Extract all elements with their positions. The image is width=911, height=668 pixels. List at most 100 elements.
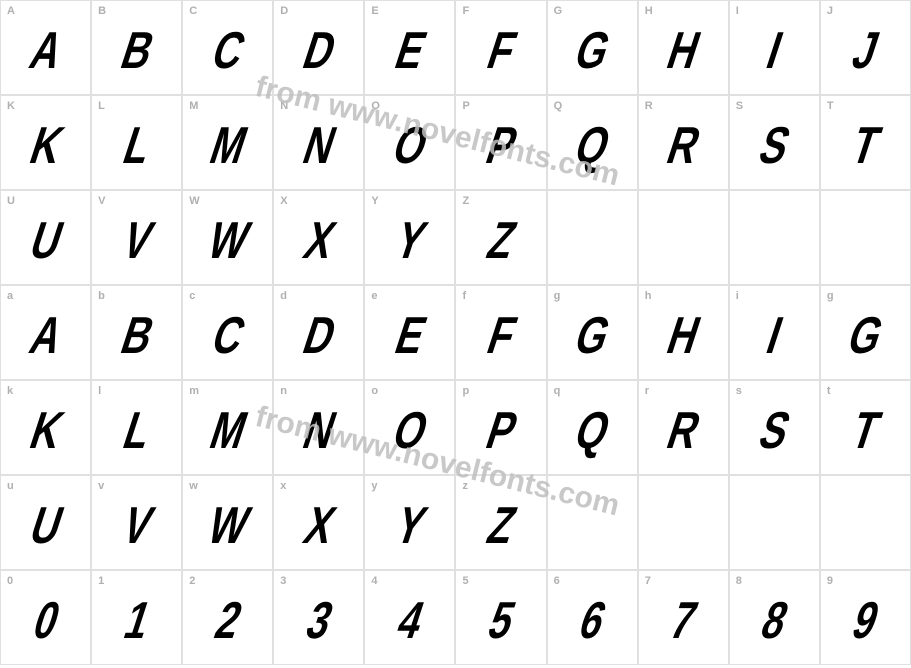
glyph-cell (820, 475, 911, 570)
glyph-cell: VV (91, 190, 182, 285)
glyph: 7 (663, 591, 703, 651)
glyph: K (22, 116, 68, 176)
glyph: M (202, 116, 252, 176)
glyph-cell: BB (91, 0, 182, 95)
glyph: X (297, 496, 341, 556)
glyph: L (116, 401, 158, 461)
glyph-cell: kK (0, 380, 91, 475)
cell-label: l (98, 385, 101, 397)
glyph-cell: NN (273, 95, 364, 190)
glyph: Y (388, 211, 432, 271)
glyph-cell: II (729, 0, 820, 95)
cell-label: w (189, 480, 198, 492)
glyph-cell: qQ (547, 380, 638, 475)
cell-label: T (827, 100, 834, 112)
glyph-cell: 99 (820, 570, 911, 665)
cell-label: x (280, 480, 286, 492)
glyph: O (386, 401, 434, 461)
cell-label: 3 (280, 575, 286, 587)
cell-label: D (280, 5, 288, 17)
glyph: O (386, 116, 434, 176)
cell-label: y (371, 480, 377, 492)
glyph-cell: RR (638, 95, 729, 190)
glyph: 2 (208, 591, 248, 651)
glyph: Y (388, 496, 432, 556)
cell-label: L (98, 100, 105, 112)
glyph-cell: hH (638, 285, 729, 380)
cell-label: k (7, 385, 13, 397)
glyph-cell: YY (364, 190, 455, 285)
glyph-cell: yY (364, 475, 455, 570)
glyph-cell: PP (455, 95, 546, 190)
cell-label: P (462, 100, 469, 112)
glyph-cell: bB (91, 285, 182, 380)
glyph: H (660, 306, 706, 366)
glyph: 5 (481, 591, 521, 651)
glyph: C (205, 21, 251, 81)
glyph: Z (480, 211, 522, 271)
glyph-cell: KK (0, 95, 91, 190)
glyph-cell: xX (273, 475, 364, 570)
glyph: G (841, 306, 889, 366)
glyph: Z (480, 496, 522, 556)
glyph: T (845, 401, 887, 461)
cell-label: m (189, 385, 199, 397)
glyph-cell: aA (0, 285, 91, 380)
cell-label: V (98, 195, 105, 207)
cell-label: U (7, 195, 15, 207)
glyph: B (114, 306, 160, 366)
cell-label: Y (371, 195, 378, 207)
cell-label: 1 (98, 575, 104, 587)
glyph: 3 (299, 591, 339, 651)
glyph-cell: ZZ (455, 190, 546, 285)
cell-label: 0 (7, 575, 13, 587)
cell-label: u (7, 480, 14, 492)
glyph: G (568, 306, 616, 366)
cell-label: I (736, 5, 739, 17)
cell-label: E (371, 5, 378, 17)
cell-label: 8 (736, 575, 742, 587)
cell-label: r (645, 385, 649, 397)
cell-label: A (7, 5, 15, 17)
glyph-cell: 11 (91, 570, 182, 665)
cell-label: N (280, 100, 288, 112)
glyph: E (388, 306, 432, 366)
glyph: D (296, 306, 342, 366)
glyph: U (22, 211, 68, 271)
glyph-cell: HH (638, 0, 729, 95)
cell-label: s (736, 385, 742, 397)
glyph-cell: sS (729, 380, 820, 475)
glyph: 6 (572, 591, 612, 651)
glyph-cell (729, 475, 820, 570)
glyph: W (200, 496, 255, 556)
cell-label: a (7, 290, 13, 302)
glyph: 1 (117, 591, 157, 651)
glyph: P (479, 401, 523, 461)
glyph: S (752, 116, 796, 176)
glyph: R (660, 116, 706, 176)
glyph-cell: SS (729, 95, 820, 190)
cell-label: q (554, 385, 561, 397)
glyph-cell: vV (91, 475, 182, 570)
glyph: N (296, 401, 342, 461)
cell-label: S (736, 100, 743, 112)
glyph: F (480, 21, 522, 81)
glyph-cell: 66 (547, 570, 638, 665)
glyph: G (568, 21, 616, 81)
glyph-cell: mM (182, 380, 273, 475)
glyph: S (752, 401, 796, 461)
glyph: V (115, 211, 159, 271)
glyph: K (22, 401, 68, 461)
glyph-cell: eE (364, 285, 455, 380)
cell-label: v (98, 480, 104, 492)
glyph: B (114, 21, 160, 81)
glyph-cell: LL (91, 95, 182, 190)
glyph-cell: EE (364, 0, 455, 95)
glyph: E (388, 21, 432, 81)
cell-label: i (736, 290, 739, 302)
glyph-cell: DD (273, 0, 364, 95)
glyph-cell: pP (455, 380, 546, 475)
glyph-cell: nN (273, 380, 364, 475)
glyph-cell: CC (182, 0, 273, 95)
glyph-cell: JJ (820, 0, 911, 95)
